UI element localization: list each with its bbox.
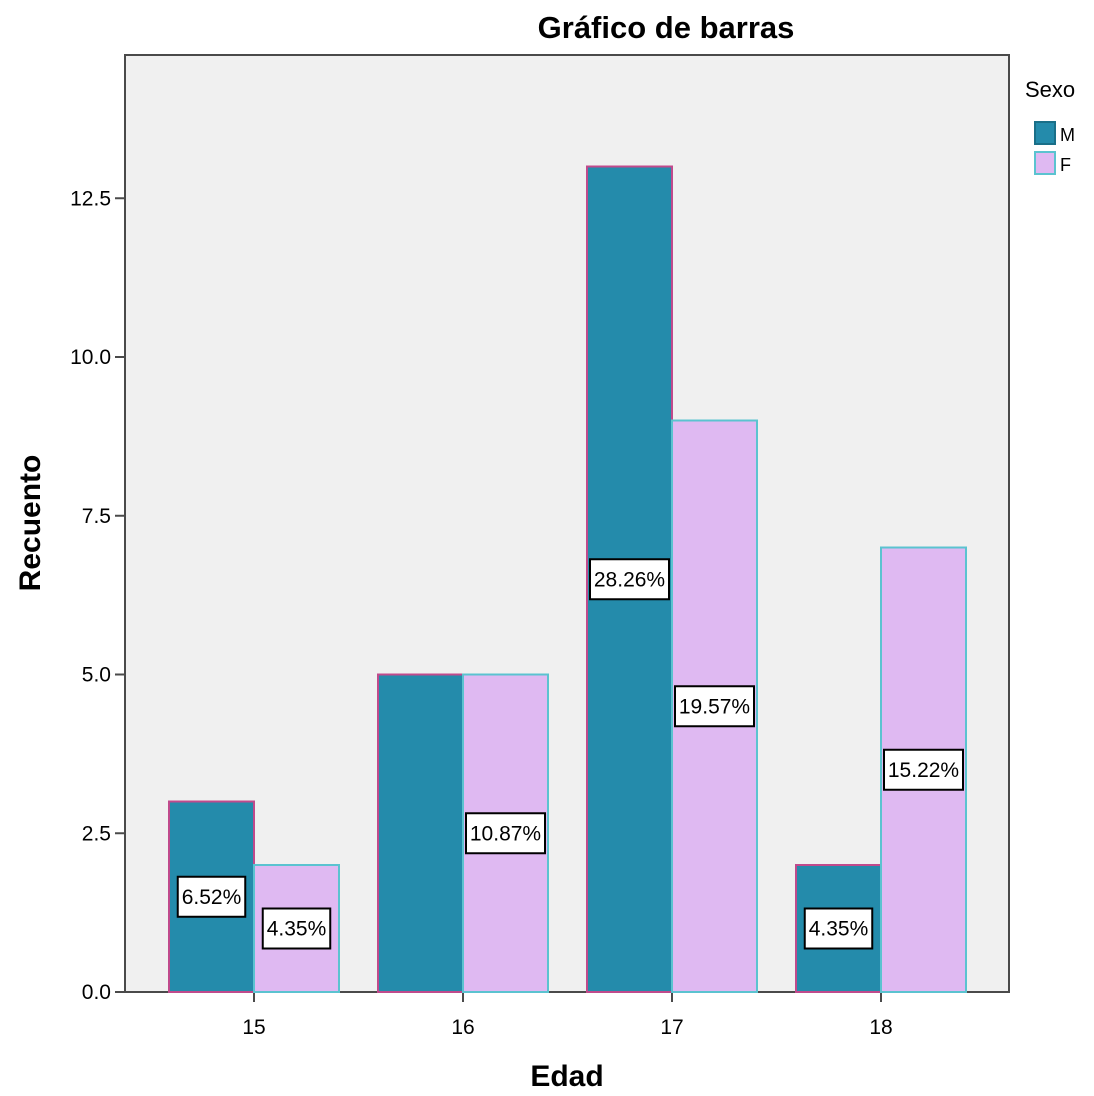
x-axis: 15 16 17 18 — [242, 992, 893, 1039]
data-label-box — [589, 558, 670, 601]
data-labels: 6.52% 4.35% 10.87% 28.26% 19.57% 4.35% 15.22% — [176, 558, 964, 950]
data-label-box — [176, 875, 247, 918]
y-tick-label: 5.0 — [82, 664, 111, 687]
y-tick-label: 0.0 — [82, 981, 111, 1004]
data-label-box — [883, 748, 964, 791]
data-label-text: 10.87% — [470, 822, 541, 845]
data-label-text: 19.57% — [679, 695, 750, 718]
data-label: 15.22% — [883, 748, 964, 791]
legend-label-f: F — [1060, 155, 1071, 175]
data-label-text: 6.52% — [182, 886, 242, 909]
data-label-text: 28.26% — [594, 568, 665, 591]
legend: Sexo MF — [1025, 77, 1075, 175]
y-tick-label: 12.5 — [70, 187, 111, 210]
plot-area — [124, 54, 1010, 993]
data-label: 28.26% — [589, 558, 670, 601]
x-tick-label: 18 — [869, 1016, 892, 1039]
data-label-box — [674, 685, 755, 728]
legend-swatch-m — [1034, 121, 1056, 145]
x-tick-label: 15 — [242, 1016, 265, 1039]
data-label-box — [803, 907, 874, 950]
bar-m-16 — [377, 673, 464, 993]
legend-title: Sexo — [1025, 77, 1075, 102]
legend-label-m: M — [1060, 125, 1075, 145]
y-axis-title: Recuento — [14, 455, 47, 592]
y-tick-label: 10.0 — [70, 346, 111, 369]
x-tick-label: 16 — [451, 1016, 474, 1039]
data-label-text: 4.35% — [267, 918, 327, 941]
data-label: 10.87% — [465, 812, 546, 855]
chart-title: Gráfico de barras — [538, 10, 795, 45]
data-label: 4.35% — [803, 907, 874, 950]
data-label-text: 15.22% — [888, 759, 959, 782]
x-axis-title: Edad — [530, 1060, 603, 1091]
data-label: 6.52% — [176, 875, 247, 918]
data-label: 19.57% — [674, 685, 755, 728]
data-label-box — [261, 907, 332, 950]
data-label-text: 4.35% — [809, 918, 869, 941]
y-tick-label: 7.5 — [82, 505, 111, 528]
y-axis: 0.0 2.5 5.0 7.5 10.0 12.5 — [70, 187, 125, 1004]
data-label-box — [465, 812, 546, 855]
x-tick-label: 17 — [660, 1016, 683, 1039]
y-tick-label: 2.5 — [82, 822, 111, 845]
data-label: 4.35% — [261, 907, 332, 950]
legend-swatch-f — [1034, 151, 1056, 175]
